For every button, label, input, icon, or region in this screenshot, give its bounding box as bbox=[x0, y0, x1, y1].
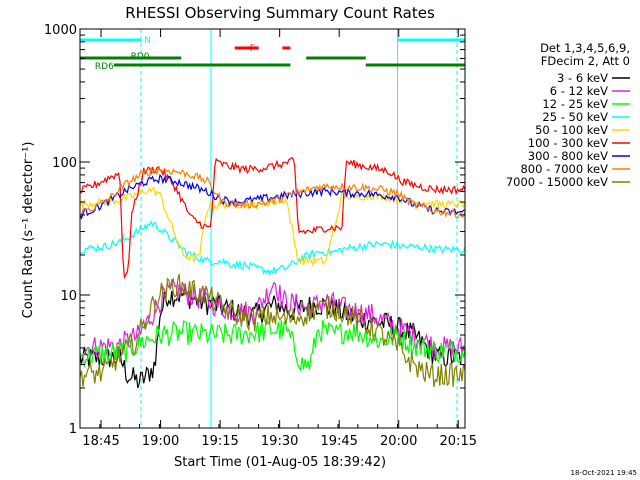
x-axis-label: Start Time (01-Aug-05 18:39:42) bbox=[174, 455, 386, 470]
y-tick-label: 100 bbox=[52, 156, 77, 171]
series-line-4 bbox=[80, 186, 465, 267]
series-line-3 bbox=[80, 220, 465, 277]
legend-entry-label: 7000 - 15000 keV bbox=[506, 175, 608, 189]
x-tick-label: 19:15 bbox=[201, 434, 238, 449]
y-tick-label: 10 bbox=[60, 289, 77, 304]
legend-entry-label: 50 - 100 keV bbox=[535, 123, 608, 137]
series-line-8 bbox=[80, 273, 465, 388]
y-tick-label: 1000 bbox=[44, 23, 77, 38]
plot-frame bbox=[79, 28, 466, 429]
legend-entry-label: 300 - 800 keV bbox=[528, 149, 608, 163]
y-tick-label: 1 bbox=[69, 422, 77, 437]
legend-entry-label: 3 - 6 keV bbox=[557, 71, 608, 85]
flag-label-rd6: RD6 bbox=[95, 62, 114, 72]
x-tick-label: 20:00 bbox=[380, 434, 417, 449]
footer-date: 18-Oct-2021 19:45 bbox=[571, 469, 637, 477]
legend-entry-label: 12 - 25 keV bbox=[542, 97, 608, 111]
legend-entry-label: 800 - 7000 keV bbox=[520, 162, 608, 176]
flag-label-n: N bbox=[144, 36, 151, 46]
series-line-2 bbox=[80, 317, 465, 372]
legend-entry-label: 6 - 12 keV bbox=[550, 84, 608, 98]
x-tick-label: 19:45 bbox=[320, 434, 357, 449]
series-line-6 bbox=[80, 173, 465, 220]
x-tick-label: 20:15 bbox=[440, 434, 477, 449]
legend-header-line: Det 1,3,4,5,6,9, bbox=[540, 41, 630, 55]
legend-entry-label: 25 - 50 keV bbox=[542, 110, 608, 124]
chart-title: RHESSI Observing Summary Count Rates bbox=[125, 4, 435, 22]
series-line-7 bbox=[80, 166, 465, 219]
legend-entry-label: 100 - 300 keV bbox=[528, 136, 608, 150]
flag-label-f: F bbox=[250, 44, 255, 54]
x-tick-label: 19:30 bbox=[261, 434, 298, 449]
x-tick-label: 19:00 bbox=[142, 434, 179, 449]
legend-header-line: FDecim 2, Att 0 bbox=[541, 54, 630, 68]
y-axis-label: Count Rate (s⁻¹ detector⁻¹) bbox=[21, 142, 36, 319]
series-line-5 bbox=[80, 156, 465, 280]
x-tick-label: 18:45 bbox=[82, 434, 119, 449]
flag-label-rd0: RD0 bbox=[131, 52, 150, 62]
